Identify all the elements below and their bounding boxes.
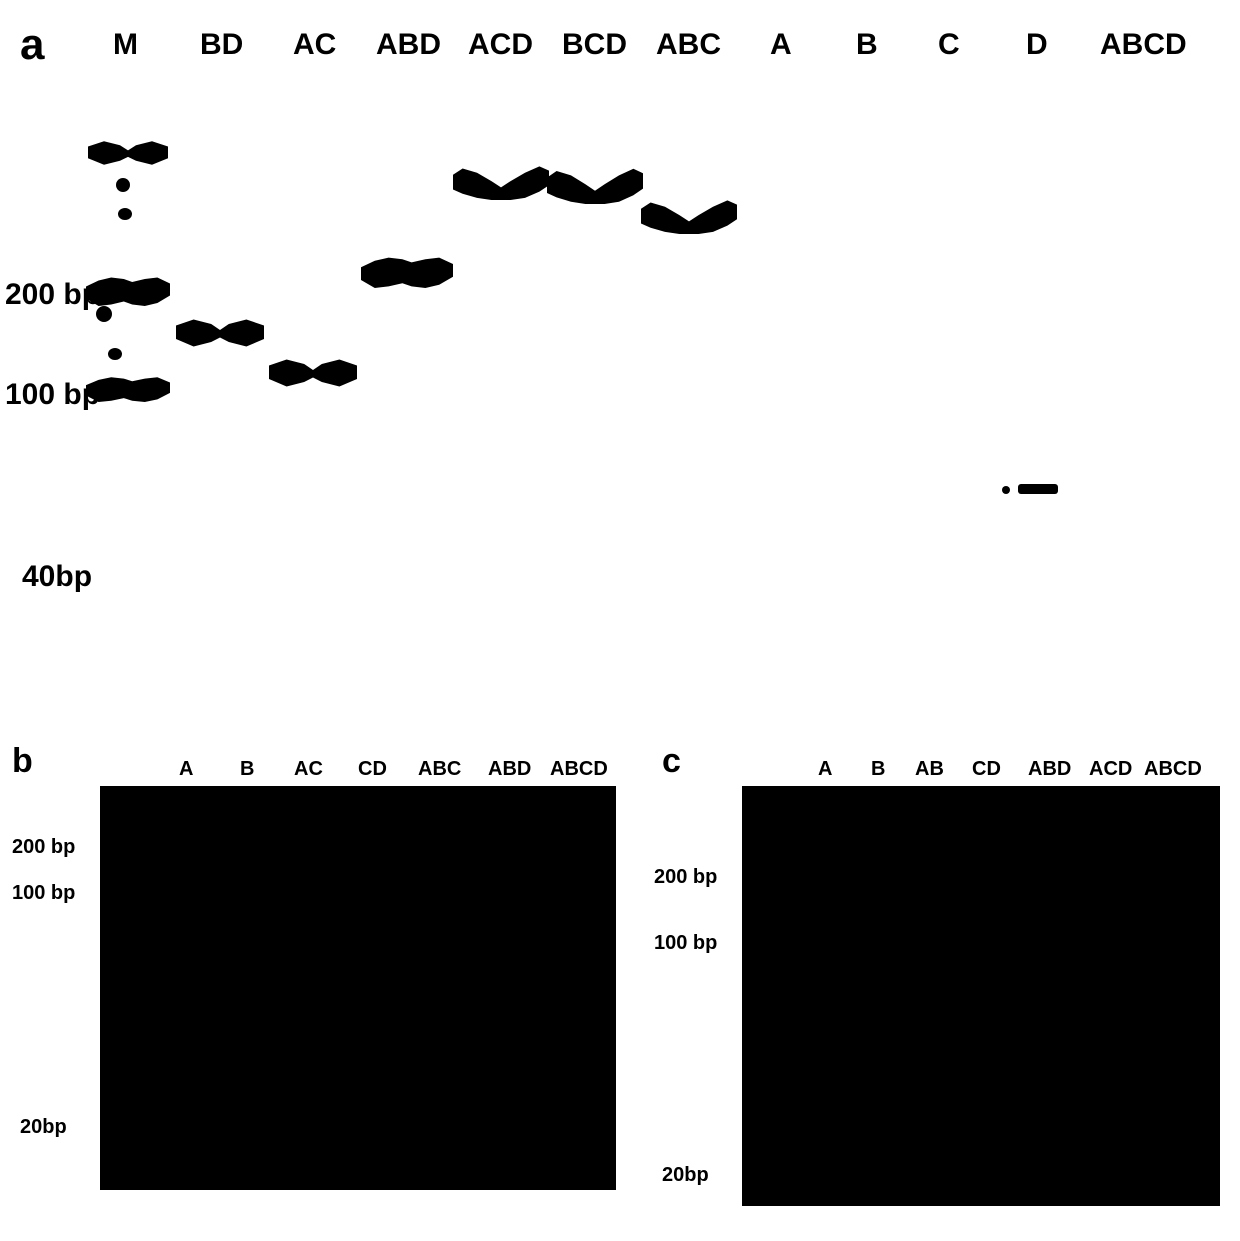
- gel-band: [269, 358, 357, 388]
- panel-c-size-100: 100 bp: [654, 932, 717, 955]
- panel-b-lane-ABD: ABD: [488, 758, 531, 781]
- gel-band: [361, 256, 453, 288]
- lane-label-BD: BD: [200, 28, 243, 62]
- gel-band: [547, 160, 643, 204]
- panel-c-lane-ABD: ABD: [1028, 758, 1071, 781]
- panel-c-lane-B: B: [871, 758, 885, 781]
- panel-c-gel: [742, 786, 1220, 1206]
- panel-c-lane-ACD: ACD: [1089, 758, 1132, 781]
- lane-label-ABC: ABC: [656, 28, 721, 62]
- panel-b-lane-AC: AC: [294, 758, 323, 781]
- lane-label-BCD: BCD: [562, 28, 627, 62]
- gel-band: [641, 192, 737, 234]
- panel-c-label: c: [662, 742, 681, 781]
- gel-band: [118, 208, 132, 220]
- panel-b-lane-CD: CD: [358, 758, 387, 781]
- panel-c-size-20: 20bp: [662, 1164, 709, 1187]
- panel-b-lane-A: A: [179, 758, 193, 781]
- gel-band: [108, 348, 122, 360]
- lane-label-ABD: ABD: [376, 28, 441, 62]
- panel-b-size-100: 100 bp: [12, 882, 75, 905]
- size-label-200bp: 200 bp: [5, 278, 100, 312]
- panel-a: a M BD AC ABD ACD BCD ABC A B C D ABCD 2…: [0, 0, 1240, 680]
- panel-b-lane-B: B: [240, 758, 254, 781]
- panel-c-size-200: 200 bp: [654, 866, 717, 889]
- panel-b-label: b: [12, 742, 33, 781]
- lane-label-ACD: ACD: [468, 28, 533, 62]
- gel-band: [1018, 484, 1058, 494]
- gel-band: [1002, 486, 1010, 494]
- panel-c: c A B AB CD ABD ACD ABCD 200 bp 100 bp 2…: [650, 756, 1230, 1231]
- gel-band: [116, 178, 130, 192]
- panel-b-lane-ABCD: ABCD: [550, 758, 608, 781]
- lane-label-B: B: [856, 28, 878, 62]
- lane-label-D: D: [1026, 28, 1048, 62]
- size-label-40bp: 40bp: [22, 560, 92, 594]
- lane-label-C: C: [938, 28, 960, 62]
- lane-label-M: M: [113, 28, 138, 62]
- panel-b-size-200: 200 bp: [12, 836, 75, 859]
- panel-c-lane-AB: AB: [915, 758, 944, 781]
- lane-label-AC: AC: [293, 28, 336, 62]
- lane-label-ABCD: ABCD: [1100, 28, 1187, 62]
- gel-band: [96, 306, 112, 322]
- panel-b-gel: [100, 786, 616, 1190]
- panel-b-lane-ABC: ABC: [418, 758, 461, 781]
- gel-band: [453, 158, 549, 200]
- panel-b: b A B AC CD ABC ABD ABCD 200 bp 100 bp 2…: [0, 756, 620, 1231]
- lane-label-A: A: [770, 28, 792, 62]
- panel-c-lane-CD: CD: [972, 758, 1001, 781]
- panel-a-label: a: [20, 20, 44, 70]
- gel-band: [176, 318, 264, 348]
- size-label-100bp: 100 bp: [5, 378, 100, 412]
- panel-b-size-20: 20bp: [20, 1116, 67, 1139]
- panel-c-lane-ABCD: ABCD: [1144, 758, 1202, 781]
- panel-c-lane-A: A: [818, 758, 832, 781]
- gel-band: [88, 140, 168, 166]
